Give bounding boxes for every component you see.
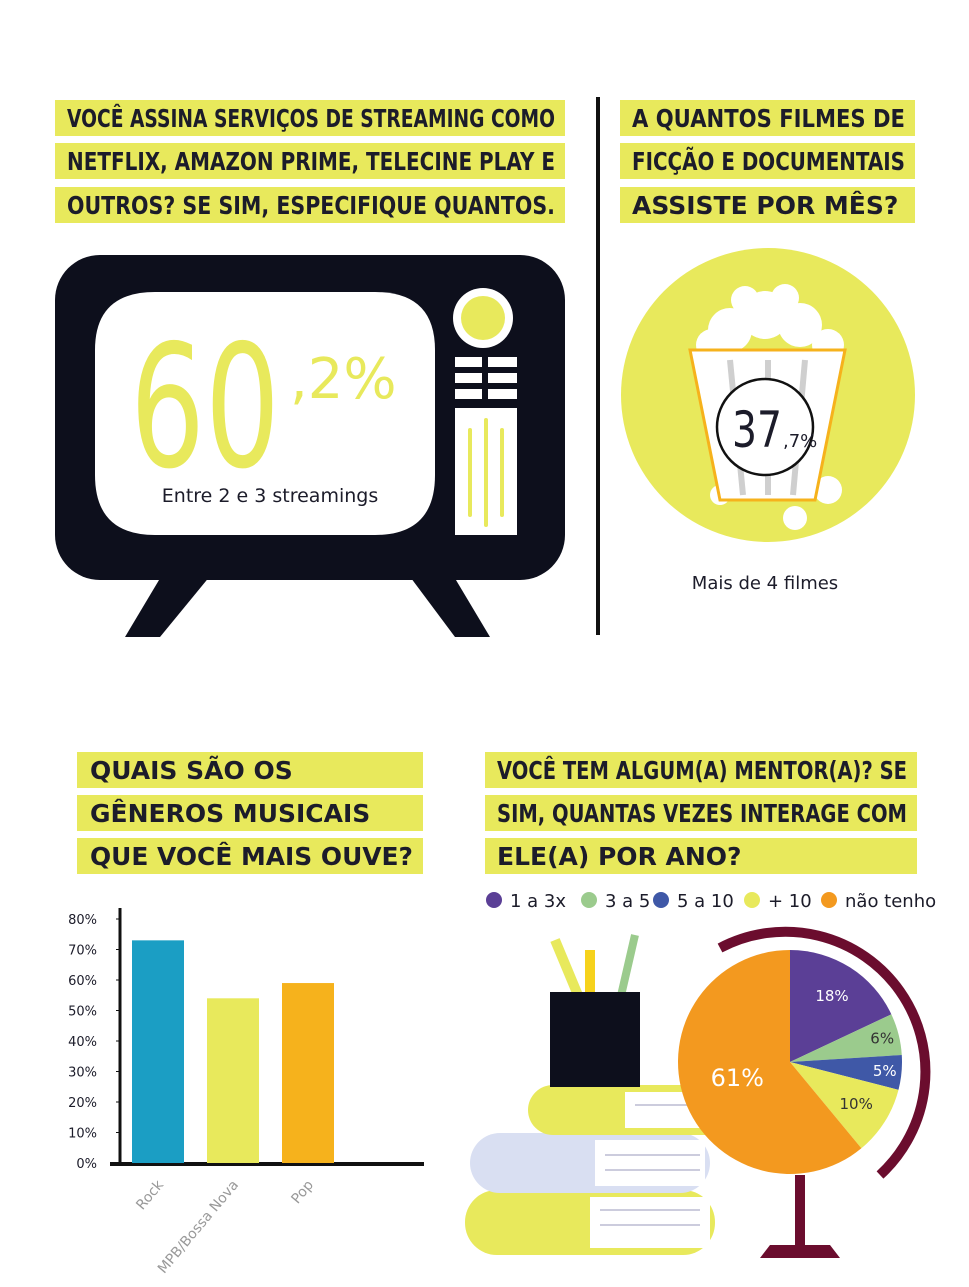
y-tick-label: 30% — [68, 1066, 97, 1081]
y-tick-label: 80% — [68, 913, 97, 928]
heading-line: A QUANTOS FILMES DE — [632, 104, 905, 133]
heading-highlight — [620, 100, 915, 136]
legend-label: 3 a 5 — [605, 891, 650, 912]
heading-line: ASSISTE POR MÊS? — [632, 191, 898, 220]
y-tick-label: 10% — [68, 1127, 97, 1142]
bar — [282, 983, 334, 1163]
y-tick-label: 50% — [68, 1005, 97, 1020]
legend-marker — [821, 892, 837, 908]
x-tick-label: Pop — [288, 1177, 317, 1207]
heading-highlight — [55, 100, 565, 136]
heading-highlight — [485, 838, 917, 874]
y-tick-label: 60% — [68, 974, 97, 989]
caption: Mais de 4 filmes — [692, 573, 838, 594]
heading-line: QUE VOCÊ MAIS OUVE? — [90, 842, 413, 871]
legend-label: 1 a 3x — [510, 891, 566, 912]
big-number: 60 — [130, 309, 280, 507]
heading-highlight — [620, 187, 915, 223]
y-tick-label: 40% — [68, 1035, 97, 1050]
caption: Entre 2 e 3 streamings — [162, 485, 378, 507]
pie-label: 6% — [870, 1029, 894, 1047]
big-number-decimal: ,2% — [290, 347, 397, 412]
globe-stand — [717, 926, 931, 1250]
heading-highlight — [77, 752, 423, 788]
heading-line: ELE(A) POR ANO? — [497, 842, 742, 871]
heading-line: OUTROS? SE SIM, ESPECIFIQUE QUANTOS. — [67, 191, 555, 220]
heading-highlight — [55, 187, 565, 223]
bar — [207, 998, 259, 1163]
pie-slice — [790, 950, 892, 1062]
heading-highlight — [485, 752, 917, 788]
pie-label: 10% — [840, 1095, 873, 1113]
heading-highlight — [77, 795, 423, 831]
heading-line: SIM, QUANTAS VEZES INTERAGE COM — [497, 799, 907, 828]
popcorn-illustration — [621, 248, 915, 542]
heading-line: VOCÊ TEM ALGUM(A) MENTOR(A)? SE — [497, 756, 907, 785]
heading-line: GÊNEROS MUSICAIS — [90, 799, 370, 828]
books-illustration — [465, 934, 738, 1255]
heading-highlight — [77, 838, 423, 874]
heading-highlight — [55, 143, 565, 179]
globe-base — [760, 1245, 840, 1258]
y-tick-label: 0% — [76, 1157, 97, 1172]
heading-line: FICÇÃO E DOCUMENTAIS — [632, 147, 905, 176]
pie-label: 18% — [815, 987, 848, 1005]
heading-line: NETFLIX, AMAZON PRIME, TELECINE PLAY E — [67, 147, 555, 176]
pie-slice — [790, 1054, 902, 1090]
legend-marker — [581, 892, 597, 908]
x-tick-label: Rock — [133, 1177, 167, 1214]
big-number: 37 — [732, 401, 782, 459]
heading-line: VOCÊ ASSINA SERVIÇOS DE STREAMING COMO — [67, 104, 555, 133]
pie-label: 61% — [711, 1064, 764, 1092]
big-number-decimal: ,7% — [783, 431, 817, 452]
heading-line: QUAIS SÃO OS — [90, 756, 293, 785]
legend-marker — [744, 892, 760, 908]
pie-slice — [790, 1062, 899, 1149]
y-tick-label: 20% — [68, 1096, 97, 1111]
legend-label: + 10 — [768, 891, 812, 912]
heading-highlight — [485, 795, 917, 831]
legend-label: não tenho — [845, 891, 936, 912]
legend-marker — [486, 892, 502, 908]
pie-label: 5% — [873, 1062, 897, 1080]
pie-slice — [790, 1014, 902, 1062]
bar — [132, 940, 184, 1163]
legend-label: 5 a 10 — [677, 891, 734, 912]
tv-illustration — [55, 255, 565, 637]
y-tick-label: 70% — [68, 944, 97, 959]
heading-highlight — [620, 143, 915, 179]
pie-slice — [678, 950, 862, 1174]
legend-marker — [653, 892, 669, 908]
x-tick-label: MPB/Bossa Nova — [155, 1177, 242, 1277]
